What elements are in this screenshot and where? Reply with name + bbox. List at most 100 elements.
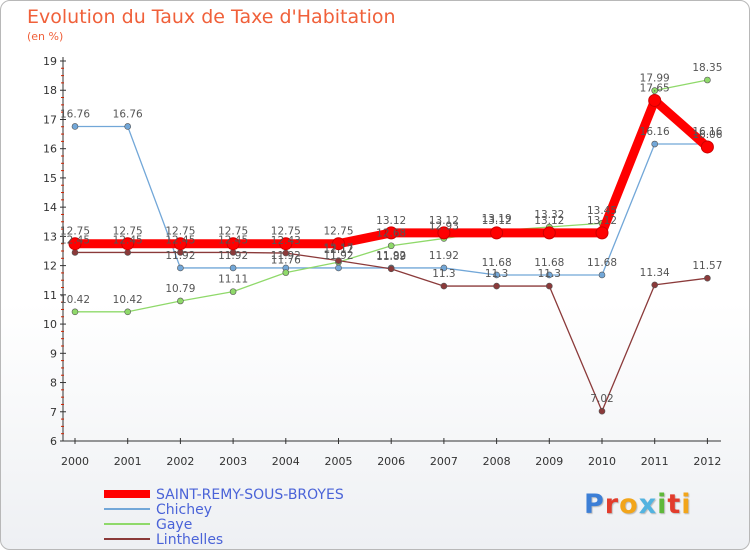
legend-label: SAINT-REMY-SOUS-BROYES [156, 487, 344, 503]
series-point-3 [124, 249, 131, 256]
x-tick-label: 2006 [377, 455, 405, 468]
series-point-1 [651, 140, 659, 148]
series-point-0 [332, 237, 345, 251]
data-label: 11.92 [271, 250, 301, 262]
logo-letter: i [681, 489, 692, 520]
y-tick-label: 7 [50, 406, 57, 419]
series-point-3 [335, 257, 342, 264]
y-tick-label: 15 [43, 172, 57, 185]
data-label: 13.19 [482, 213, 512, 225]
series-point-0 [437, 226, 451, 240]
x-tick-label: 2004 [272, 455, 300, 468]
logo-letter: i [657, 489, 668, 520]
chart-title: Evolution du Taux de Taxe d'Habitation [27, 6, 396, 28]
data-label: 12.75 [271, 226, 301, 238]
data-label: 11.89 [376, 251, 406, 263]
y-tick-label: 10 [43, 318, 57, 331]
series-point-1 [335, 264, 342, 272]
logo-letter: o [619, 489, 639, 520]
y-tick-label: 8 [50, 377, 57, 390]
series-point-1 [493, 271, 500, 279]
data-label: 11.92 [429, 250, 459, 262]
data-label: 11.3 [432, 268, 455, 280]
series-point-2 [704, 76, 711, 84]
data-label: 12.45 [165, 234, 195, 246]
series-point-0 [384, 226, 398, 240]
series-point-2 [124, 308, 131, 316]
series-point-0 [173, 237, 187, 251]
x-tick-label: 2002 [166, 455, 194, 468]
series-point-2 [387, 242, 395, 250]
x-tick-label: 2005 [325, 455, 353, 468]
series-point-3 [651, 281, 659, 289]
data-label: 13.12 [376, 215, 406, 227]
series-point-0 [648, 93, 662, 107]
series-point-2 [71, 308, 79, 316]
series-point-3 [71, 249, 79, 256]
data-label: 12.75 [165, 226, 195, 238]
data-label: 11.92 [218, 250, 248, 262]
data-label: 11.76 [271, 255, 301, 267]
series-point-3 [387, 265, 395, 273]
y-tick-label: 17 [43, 113, 57, 126]
data-label: 16.16 [640, 126, 670, 138]
series-point-0 [542, 226, 556, 240]
data-label: 11.92 [165, 250, 195, 262]
series-line-3 [75, 251, 708, 412]
data-label: 12.75 [113, 226, 143, 238]
data-label: 16.06 [692, 129, 722, 141]
data-label: 10.42 [60, 294, 90, 306]
series-point-3 [493, 282, 500, 290]
series-point-0 [490, 226, 504, 240]
series-point-3 [704, 274, 711, 282]
data-label: 17.99 [640, 73, 670, 85]
data-label: 13.12 [534, 215, 564, 227]
data-label: 11.68 [534, 257, 564, 269]
y-tick-label: 14 [43, 201, 57, 214]
x-tick-label: 2008 [483, 455, 511, 468]
series-point-0 [595, 226, 609, 240]
data-label: 12.45 [113, 234, 143, 246]
series-point-0 [68, 237, 82, 251]
x-tick-label: 2001 [114, 455, 142, 468]
data-label: 12.17 [323, 243, 353, 255]
series-point-0 [700, 140, 714, 154]
data-label: 17.65 [640, 82, 670, 94]
data-label: 11.11 [218, 274, 248, 286]
series-point-1 [545, 271, 553, 279]
series-point-2 [229, 288, 237, 295]
x-tick-label: 2011 [641, 455, 669, 468]
data-label: 11.68 [587, 257, 617, 269]
x-tick-label: 2007 [430, 455, 458, 468]
data-label: 12.45 [218, 234, 248, 246]
data-label: 10.79 [165, 283, 195, 295]
logo-letter: x [638, 489, 658, 520]
data-label: 12.75 [323, 226, 353, 238]
data-label: 11.92 [376, 250, 406, 262]
data-label: 13.12 [587, 215, 617, 227]
legend-label: Gaye [156, 517, 192, 533]
data-label: 13.12 [482, 215, 512, 227]
data-label: 12.12 [323, 244, 353, 256]
data-label: 11.3 [538, 268, 561, 280]
logo-letter: P [584, 489, 605, 520]
data-label: 11.3 [485, 268, 508, 280]
data-label: 12.43 [271, 235, 301, 247]
series-point-3 [545, 282, 553, 290]
x-tick-label: 2000 [61, 455, 89, 468]
y-tick-label: 6 [50, 435, 57, 448]
data-label: 11.68 [482, 257, 512, 269]
data-label: 12.68 [376, 228, 406, 240]
data-label: 13.12 [429, 215, 459, 227]
chart-subtitle: (en %) [27, 30, 64, 43]
data-label: 12.75 [60, 226, 90, 238]
legend-label: Linthelles [156, 532, 223, 548]
series-point-1 [229, 264, 237, 272]
y-tick-label: 18 [43, 84, 57, 97]
series-point-2 [177, 297, 184, 305]
x-tick-label: 2010 [588, 455, 616, 468]
proxiti-logo: Proxiti [584, 489, 692, 520]
series-point-0 [226, 237, 240, 251]
data-label: 13.32 [534, 209, 564, 221]
